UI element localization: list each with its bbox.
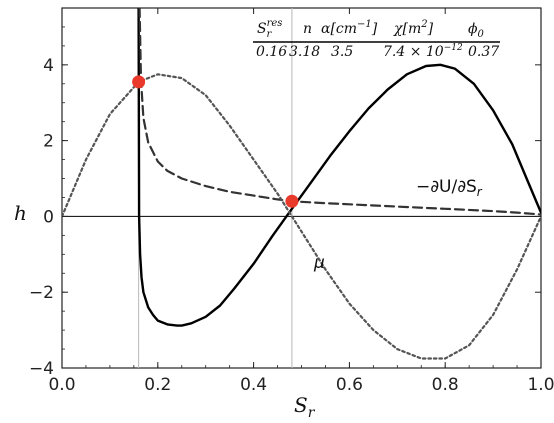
x-tick-label: 0.2 <box>144 375 171 395</box>
series-dashed-line <box>138 8 541 216</box>
x-tick-label: 1.0 <box>527 375 554 395</box>
y-tick-label: −4 <box>29 359 54 379</box>
x-tick-label: 0.8 <box>432 375 459 395</box>
highlight-point <box>285 194 299 208</box>
table-header-sr: Sres r <box>257 18 282 40</box>
table-header-chi-close: ] <box>427 21 434 37</box>
table-header-phi: ϕ0 <box>468 21 485 40</box>
table-header-chi-main: χ[m <box>393 21 421 37</box>
table-header-n: n <box>303 21 312 37</box>
y-tick-label: 0 <box>43 207 54 227</box>
annotation-dU-dSr-main: −∂U/∂S <box>416 177 477 197</box>
x-axis-label: Sr <box>294 393 316 421</box>
table-value-alpha: 3.5 <box>331 44 353 60</box>
table-header-sr-sup: res <box>267 18 283 29</box>
ticks: 0.0 0.2 0.4 0.6 0.8 1.0 −4 −2 0 2 4 <box>29 7 554 395</box>
table-value-sr: 0.16 <box>256 44 287 60</box>
annotation-dU-dSr-sub: r <box>477 185 483 199</box>
series-solid-line <box>137 8 541 327</box>
table-value-n: 3.18 <box>289 44 320 60</box>
table-value-chi: 7.4 × 10−12 <box>383 43 463 60</box>
table-header-alpha-close: ] <box>371 21 378 37</box>
parameter-table: Sres r n α[cm−1] χ[m2] ϕ0 0.16 3.18 3.5 7… <box>253 18 500 60</box>
table-value-chi-exp: −12 <box>444 43 463 53</box>
table-header-alpha-sup: −1 <box>357 19 372 30</box>
highlight-points <box>132 75 299 208</box>
series-layer <box>62 8 541 360</box>
table-header-alpha-main: α[cm <box>321 21 357 37</box>
reference-lines <box>138 8 293 368</box>
annotation-mu: μ <box>313 253 325 273</box>
x-axis-label-main: S <box>294 393 308 417</box>
series-dotted-line <box>62 73 541 360</box>
x-tick-label: 0.0 <box>48 375 75 395</box>
table-header-alpha: α[cm−1] <box>321 19 378 37</box>
y-axis-label: h <box>14 201 27 225</box>
table-header-phi-main: ϕ <box>468 21 478 37</box>
table-header-chi-sup: 2 <box>420 19 427 30</box>
table-value-chi-main: 7.4 × 10 <box>383 44 444 60</box>
table-header-phi-sub: 0 <box>478 29 485 40</box>
table-header-chi: χ[m2] <box>393 19 434 37</box>
y-tick-label: 4 <box>43 56 54 76</box>
x-axis-label-sub: r <box>308 405 316 421</box>
y-tick-label: −2 <box>29 283 54 303</box>
x-tick-label: 0.4 <box>240 375 267 395</box>
annotation-dU-dSr: −∂U/∂Sr <box>416 177 483 199</box>
highlight-point <box>132 75 146 89</box>
table-header-sr-main: S <box>257 21 267 37</box>
y-tick-label: 2 <box>43 132 54 152</box>
table-header-sr-sub: r <box>266 29 272 40</box>
table-value-phi: 0.37 <box>468 44 499 60</box>
x-tick-label: 0.6 <box>336 375 363 395</box>
